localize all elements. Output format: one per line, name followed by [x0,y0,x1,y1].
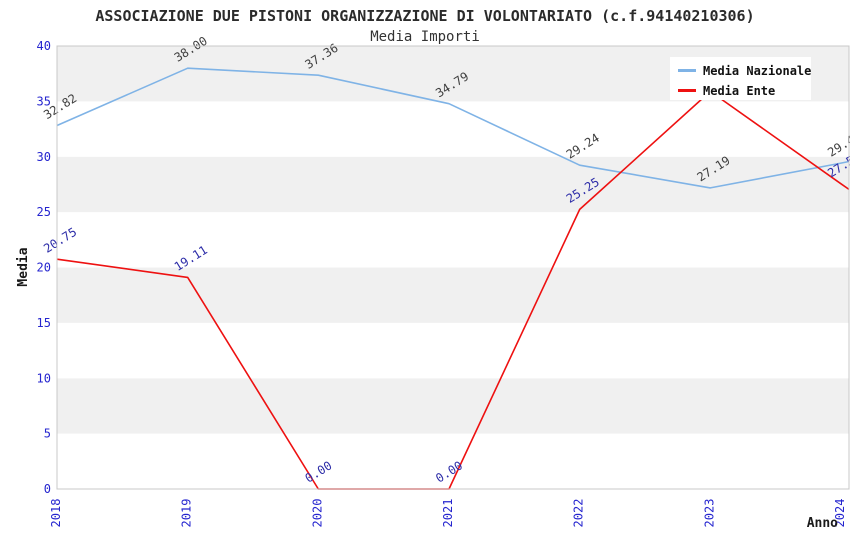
legend [670,57,811,100]
x-axis-tick-label: 2023 [702,499,716,528]
y-axis-tick-label: 35 [37,94,51,108]
plot-band [57,322,849,379]
x-axis-tick-label: 2024 [833,499,847,528]
x-axis-tick-label: 2018 [49,499,63,528]
plot-band [57,212,849,268]
plot-border [56,45,850,490]
plot-band [57,156,849,213]
x-axis-tick-label: 2021 [441,499,455,528]
plot-band [57,101,849,157]
y-axis-tick-label: 40 [37,39,51,53]
chart-title: ASSOCIAZIONE DUE PISTONI ORGANIZZAZIONE … [95,7,754,25]
x-axis-tick-label: 2022 [572,499,586,528]
chart-subtitle: Media Importi [370,29,480,45]
legend-label: Media Ente [703,84,775,98]
y-axis-tick-label: 20 [37,261,51,275]
series-line-media-ente [56,90,850,490]
y-axis-tick-label: 5 [44,427,51,441]
y-axis-tick-label: 25 [37,205,51,219]
x-axis-tick-label: 2019 [180,499,194,528]
x-axis-title: Anno [807,516,838,531]
y-axis-tick-label: 0 [44,482,51,496]
y-axis-tick-label: 10 [37,371,51,385]
x-axis-tick-label: 2020 [310,499,324,528]
plot-band [57,378,849,434]
y-axis-tick-label: 30 [37,150,51,164]
series-line-media-nazionale [56,67,850,189]
plot-band [57,267,849,323]
legend-label: Media Nazionale [703,64,811,78]
y-axis-title: Media [16,247,31,286]
y-axis-tick-label: 15 [37,316,51,330]
